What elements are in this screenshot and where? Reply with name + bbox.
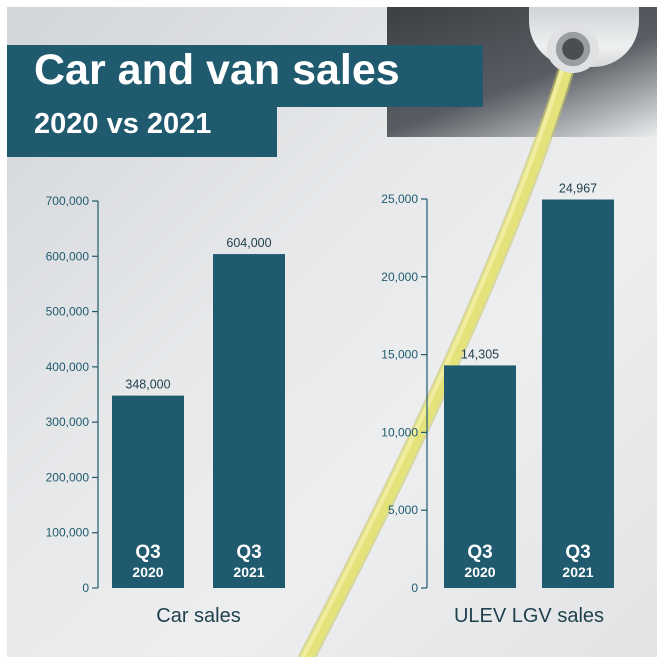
bar-category-year: 2021 xyxy=(562,564,593,580)
bar-category-quarter: Q3 xyxy=(135,542,160,563)
y-tick-label: 200,000 xyxy=(46,470,90,484)
y-tick-label: 25,000 xyxy=(381,192,418,206)
page-title: Car and van sales xyxy=(34,46,400,94)
y-tick-label: 400,000 xyxy=(46,360,90,374)
y-tick-label: 5,000 xyxy=(388,503,418,517)
y-tick-label: 100,000 xyxy=(46,526,90,540)
bar-category-quarter: Q3 xyxy=(565,542,590,563)
bar xyxy=(444,365,516,588)
charging-cable-graphic xyxy=(298,38,582,657)
bar-category-quarter: Q3 xyxy=(236,542,261,563)
bar xyxy=(213,254,285,588)
subtitle-banner xyxy=(7,107,277,157)
bar-category-year: 2020 xyxy=(464,564,495,580)
x-axis-title: Car sales xyxy=(156,605,240,627)
y-tick-label: 0 xyxy=(82,581,89,595)
page-subtitle: 2020 vs 2021 xyxy=(34,108,212,140)
bar-value-label: 604,000 xyxy=(226,236,271,250)
bar-value-label: 14,305 xyxy=(461,347,499,361)
bar-value-label: 24,967 xyxy=(559,182,597,196)
y-tick-label: 700,000 xyxy=(46,194,90,208)
title-banner xyxy=(7,45,483,107)
y-tick-label: 300,000 xyxy=(46,415,90,429)
y-tick-label: 10,000 xyxy=(381,425,418,439)
bar xyxy=(542,199,614,588)
bar-category-year: 2021 xyxy=(233,564,264,580)
x-axis-title: ULEV LGV sales xyxy=(454,605,604,627)
bar-category-year: 2020 xyxy=(132,564,163,580)
bar xyxy=(112,395,184,588)
y-tick-label: 20,000 xyxy=(381,270,418,284)
bar-category-quarter: Q3 xyxy=(467,542,492,563)
y-tick-label: 500,000 xyxy=(46,305,90,319)
y-tick-label: 0 xyxy=(411,581,418,595)
plug-socket-graphic xyxy=(547,25,599,73)
bar-value-label: 348,000 xyxy=(125,378,170,392)
y-tick-label: 600,000 xyxy=(46,249,90,263)
y-tick-label: 15,000 xyxy=(381,348,418,362)
